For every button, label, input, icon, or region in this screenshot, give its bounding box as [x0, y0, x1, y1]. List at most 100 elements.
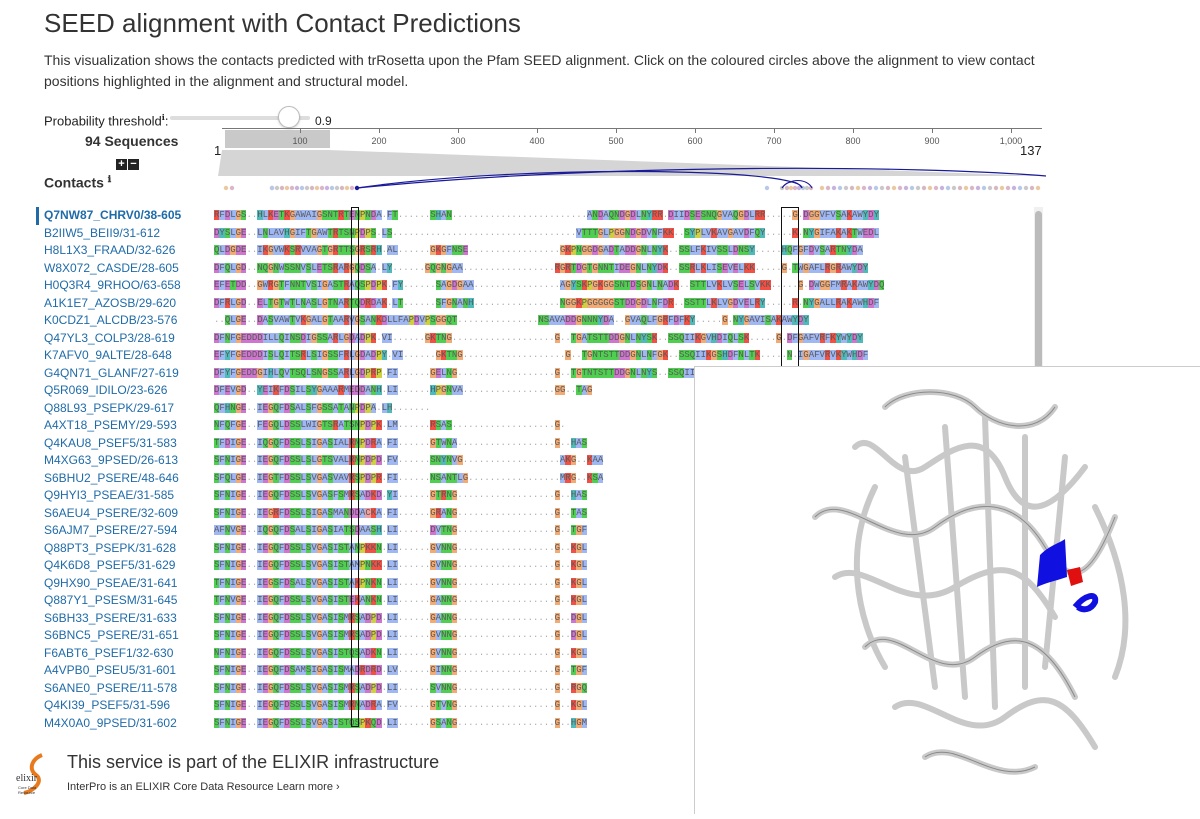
contact-circle[interactable]	[1011, 185, 1017, 191]
contact-circle[interactable]	[284, 185, 290, 191]
contact-circle[interactable]	[939, 185, 945, 191]
contact-circle[interactable]	[1023, 185, 1029, 191]
sequence-name-link[interactable]: Q887Y1_PSESM/31-645	[44, 593, 178, 607]
scrollbar-thumb[interactable]	[1035, 211, 1042, 461]
sequence-name-link[interactable]: S6BNC5_PSERE/31-651	[44, 628, 179, 642]
ruler-selection[interactable]	[225, 130, 330, 148]
contact-circle[interactable]	[867, 185, 873, 191]
sequence-name-link[interactable]: H8L1X3_FRAAD/32-626	[44, 243, 176, 257]
sequence-name-link[interactable]: Q4K6D8_PSEF5/31-629	[44, 558, 176, 572]
threshold-slider-handle[interactable]	[278, 106, 300, 128]
contact-circle[interactable]	[903, 185, 909, 191]
elixir-logo[interactable]: elixir Core Data Resource	[14, 751, 54, 797]
sequence-name-link[interactable]: S6ANE0_PSERE/11-578	[44, 680, 178, 695]
contact-circle[interactable]	[274, 185, 280, 191]
sequence-name-link[interactable]: A4VPB0_PSEU5/31-601	[44, 663, 177, 677]
info-icon[interactable]: ℹ	[107, 174, 112, 184]
contact-circle[interactable]	[849, 185, 855, 191]
contact-circle[interactable]	[309, 185, 315, 191]
contact-circle[interactable]	[324, 185, 330, 191]
contact-circle[interactable]	[825, 185, 831, 191]
contact-circle[interactable]	[269, 185, 275, 191]
contact-circle[interactable]	[873, 185, 879, 191]
protein-structure-model[interactable]	[695, 367, 1200, 814]
contact-circle[interactable]	[957, 185, 963, 191]
sequence-name-link[interactable]: K0CDZ1_ALCDB/23-576	[44, 313, 178, 327]
contact-circle[interactable]	[289, 185, 295, 191]
threshold-slider-track[interactable]	[170, 116, 310, 120]
sequence-name-link[interactable]: Q4KI39_PSEF5/31-596	[44, 698, 171, 712]
contact-circle[interactable]	[334, 185, 340, 191]
contact-circle[interactable]	[975, 185, 981, 191]
contact-circles[interactable]	[222, 183, 1042, 193]
contact-circle[interactable]	[1005, 185, 1011, 191]
contact-circle[interactable]	[969, 185, 975, 191]
sequence-name-link[interactable]: K7AFV0_9ALTE/28-648	[44, 348, 172, 362]
sequence-name-link[interactable]: S6BH33_PSERE/31-633	[44, 610, 177, 625]
contact-circle[interactable]	[981, 185, 987, 191]
contact-circle[interactable]	[999, 185, 1005, 191]
zoom-in-button[interactable]: +	[116, 159, 127, 170]
alignment-panel[interactable]: RFDLGS..HLKETKGAWAIGSNTRTENPNDA.FT......…	[214, 207, 1032, 732]
contact-circle[interactable]	[339, 185, 345, 191]
sequence-name-link[interactable]: Q9HX90_PSEAE/31-641	[44, 575, 178, 590]
sequence-name-link[interactable]: S6AJM7_PSERE/27-594	[44, 523, 178, 537]
info-icon[interactable]: ℹ	[161, 113, 165, 122]
sequence-name-link[interactable]: G4QN71_GLANF/27-619	[44, 365, 179, 380]
contact-circle[interactable]	[843, 185, 849, 191]
sequence-name-link[interactable]: F6ABT6_PSEF1/32-630	[44, 645, 174, 660]
sequence-name-link[interactable]: Q88L93_PSEPK/29-617	[44, 400, 175, 415]
sequence-name-link[interactable]: A1K1E7_AZOSB/29-620	[44, 295, 177, 310]
contact-circle[interactable]	[831, 185, 837, 191]
contact-circle[interactable]	[808, 185, 814, 191]
sequence-name-link[interactable]: S6BHU2_PSERE/48-646	[44, 470, 179, 485]
contact-circle[interactable]	[299, 185, 305, 191]
contact-circle[interactable]	[319, 185, 325, 191]
contact-circle[interactable]	[784, 185, 790, 191]
sequence-name-link[interactable]: M4XG63_9PSED/26-613	[44, 453, 179, 467]
contact-circle[interactable]	[804, 185, 810, 191]
sequence-name-link[interactable]: Q7NW87_CHRV0/38-605	[36, 207, 214, 225]
zoom-out-button[interactable]: −	[128, 159, 139, 170]
contact-circle[interactable]	[993, 185, 999, 191]
sequence-name-link[interactable]: H0Q3R4_9RHOO/63-658	[44, 278, 181, 292]
contact-circle[interactable]	[837, 185, 843, 191]
footer-learn-more-link[interactable]: InterPro is an ELIXIR Core Data Resource…	[67, 781, 340, 793]
contact-circle[interactable]	[987, 185, 993, 191]
contact-circle[interactable]	[304, 185, 310, 191]
sequence-name-link[interactable]: Q47YL3_COLP3/28-619	[44, 330, 175, 345]
contact-circle[interactable]	[796, 185, 802, 191]
contact-circle[interactable]	[792, 185, 798, 191]
sequence-name-link[interactable]: W8X072_CASDE/28-605	[44, 260, 179, 275]
sequence-name-link[interactable]: Q5R069_IDILO/23-626	[44, 383, 168, 397]
contact-circle[interactable]	[1029, 185, 1035, 191]
contact-circle[interactable]	[819, 185, 825, 191]
sequence-name-link[interactable]: S6AEU4_PSERE/32-609	[44, 505, 179, 520]
contact-circle[interactable]	[861, 185, 867, 191]
contact-circle[interactable]	[885, 185, 891, 191]
contact-circle[interactable]	[229, 185, 235, 191]
contact-circle[interactable]	[314, 185, 320, 191]
sequence-name-link[interactable]: Q9HYI3_PSEAE/31-585	[44, 488, 175, 502]
contact-circle[interactable]	[1017, 185, 1023, 191]
contact-circle[interactable]	[945, 185, 951, 191]
contact-circle[interactable]	[788, 185, 794, 191]
contact-circle[interactable]	[279, 185, 285, 191]
contact-circle[interactable]	[223, 185, 229, 191]
alignment-ruler[interactable]: 100 200 300 400 500 600 700 800 900 1,000	[222, 128, 1042, 150]
contact-circle[interactable]	[879, 185, 885, 191]
contact-circle[interactable]	[909, 185, 915, 191]
contact-circle[interactable]	[915, 185, 921, 191]
contact-circle[interactable]	[344, 185, 350, 191]
sequence-name-link[interactable]: A4XT18_PSEMY/29-593	[44, 418, 177, 432]
contact-circle[interactable]	[933, 185, 939, 191]
sequence-name-link[interactable]: B2IIW5_BEII9/31-612	[44, 225, 161, 240]
contact-circle[interactable]	[963, 185, 969, 191]
contact-circle[interactable]	[329, 185, 335, 191]
sequence-name-link[interactable]: Q88PT3_PSEPK/31-628	[44, 540, 177, 555]
sequence-name-link[interactable]: Q4KAU8_PSEF5/31-583	[44, 435, 177, 450]
contact-circle[interactable]	[1035, 185, 1041, 191]
contact-circle[interactable]	[897, 185, 903, 191]
contact-circle[interactable]	[294, 185, 300, 191]
contact-circle[interactable]	[921, 185, 927, 191]
